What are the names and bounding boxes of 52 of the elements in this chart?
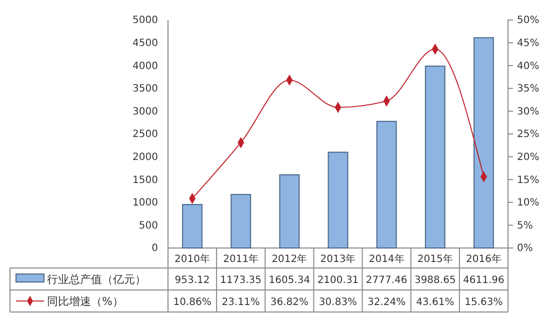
- data-label: 43.61%: [416, 297, 454, 308]
- data-label: 3988.65: [414, 275, 456, 286]
- x-tick-label: 2010年: [174, 253, 210, 265]
- x-tick-label: 2014年: [368, 253, 404, 265]
- y2-tick-label: 15%: [517, 174, 540, 186]
- data-label: 30.83%: [318, 297, 358, 308]
- y-tick-label: 2500: [132, 129, 158, 140]
- y-tick-label: 5000: [132, 15, 158, 26]
- bar: [230, 194, 252, 248]
- y-tick-label: 4500: [132, 38, 158, 49]
- y2-tick-label: 0%: [517, 243, 533, 254]
- y-tick-label: 1500: [132, 174, 158, 186]
- bar: [279, 174, 300, 248]
- x-tick-label: 2011年: [223, 253, 259, 265]
- bar: [182, 204, 202, 248]
- y2-tick-label: 10%: [517, 198, 540, 209]
- data-label: 953.12: [174, 275, 210, 286]
- data-label: 10.86%: [173, 297, 212, 308]
- data-label: 32.24%: [368, 297, 406, 308]
- y-tick-label: 2000: [132, 152, 158, 163]
- y2-tick-label: 40%: [517, 60, 540, 72]
- bar: [376, 120, 397, 248]
- legend-label: 同比增速（%）: [47, 295, 124, 308]
- y2-tick-label: 20%: [517, 152, 540, 163]
- y2-tick-label: 30%: [517, 106, 540, 118]
- data-label: 2100.31: [317, 275, 359, 286]
- bar: [424, 66, 446, 248]
- y-tick-label: 0: [152, 243, 158, 254]
- y-tick-label: 1000: [132, 198, 158, 209]
- x-tick-label: 2013年: [320, 253, 356, 265]
- x-tick-label: 2015年: [417, 253, 453, 265]
- data-label: 15.63%: [464, 297, 503, 308]
- y-tick-label: 3000: [132, 106, 158, 118]
- data-label: 4611.96: [463, 275, 504, 286]
- data-label: 1605.34: [268, 275, 310, 286]
- x-tick-label: 2012年: [272, 253, 308, 265]
- bar: [474, 37, 494, 248]
- y-tick-label: 500: [138, 220, 158, 232]
- legend-label: 行业总产值（亿元）: [47, 273, 146, 286]
- y-tick-label: 4000: [132, 60, 158, 72]
- y2-tick-label: 35%: [517, 84, 540, 95]
- y2-tick-label: 5%: [517, 220, 533, 232]
- y2-tick-label: 25%: [517, 129, 540, 140]
- y2-tick-label: 45%: [517, 38, 540, 49]
- x-tick-label: 2016年: [466, 253, 502, 265]
- y2-tick-label: 50%: [517, 15, 540, 26]
- data-label: 23.11%: [222, 297, 260, 308]
- bar: [328, 152, 348, 248]
- data-label: 2777.46: [366, 275, 408, 286]
- data-label: 36.82%: [270, 297, 308, 308]
- data-label: 1173.35: [220, 275, 262, 286]
- y-tick-label: 3500: [132, 84, 158, 95]
